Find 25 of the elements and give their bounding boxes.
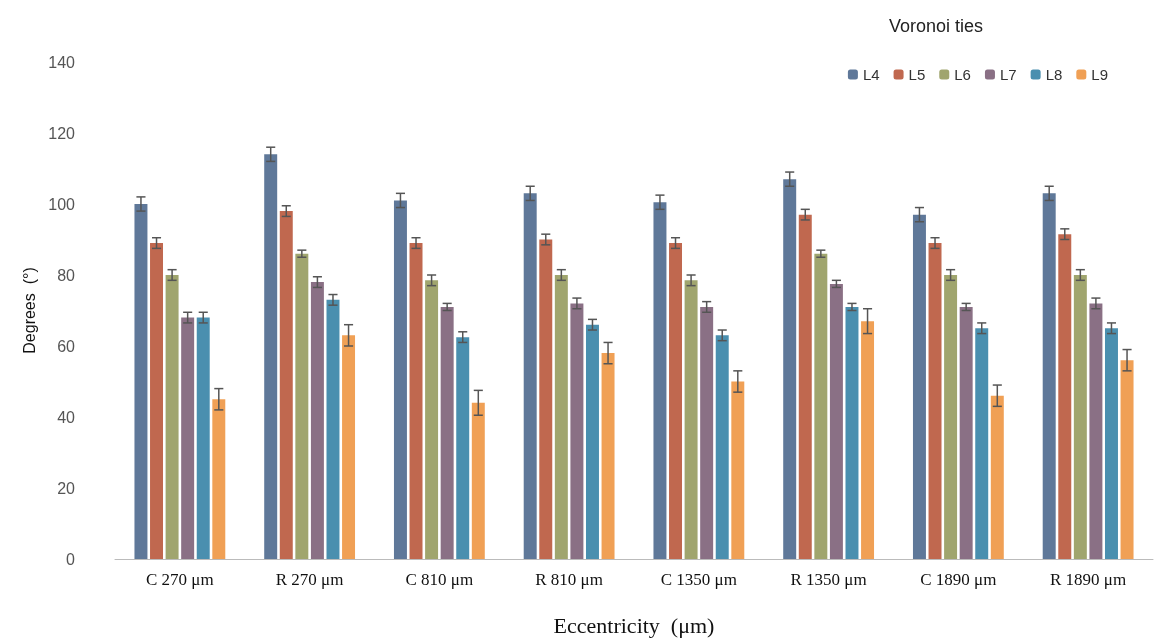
x-tick-label: C 810 μm [405, 570, 474, 589]
x-tick-label: R 270 μm [275, 570, 344, 589]
x-tick-label: R 1890 μm [1050, 570, 1127, 589]
y-tick-label: 140 [48, 53, 76, 71]
legend-label: L7 [999, 66, 1017, 83]
y-tick-label: 0 [66, 550, 76, 568]
legend-label: L9 [1091, 66, 1108, 83]
y-tick-label: 60 [57, 337, 76, 355]
legend-label: L4 [862, 66, 880, 83]
x-axis-title: Eccentricity (μm) [553, 612, 715, 638]
x-tick-label: C 1350 μm [660, 570, 737, 589]
legend-label: L6 [954, 66, 971, 83]
y-tick-label: 40 [57, 408, 76, 426]
legend-title: Voronoi ties [888, 16, 983, 36]
x-tick-label: R 1350 μm [790, 570, 867, 589]
legend-label: L8 [1045, 66, 1063, 83]
x-tick-label: R 810 μm [535, 570, 603, 589]
y-tick-label: 20 [57, 479, 76, 497]
legend-label: L5 [908, 66, 926, 83]
x-tick-label: C 1890 μm [920, 570, 997, 589]
y-tick-label: 120 [48, 124, 76, 142]
y-tick-label: 100 [48, 195, 76, 213]
y-axis-title: Degrees (°) [20, 267, 38, 354]
y-tick-label: 80 [57, 266, 76, 284]
x-tick-label: C 270 μm [146, 570, 214, 589]
